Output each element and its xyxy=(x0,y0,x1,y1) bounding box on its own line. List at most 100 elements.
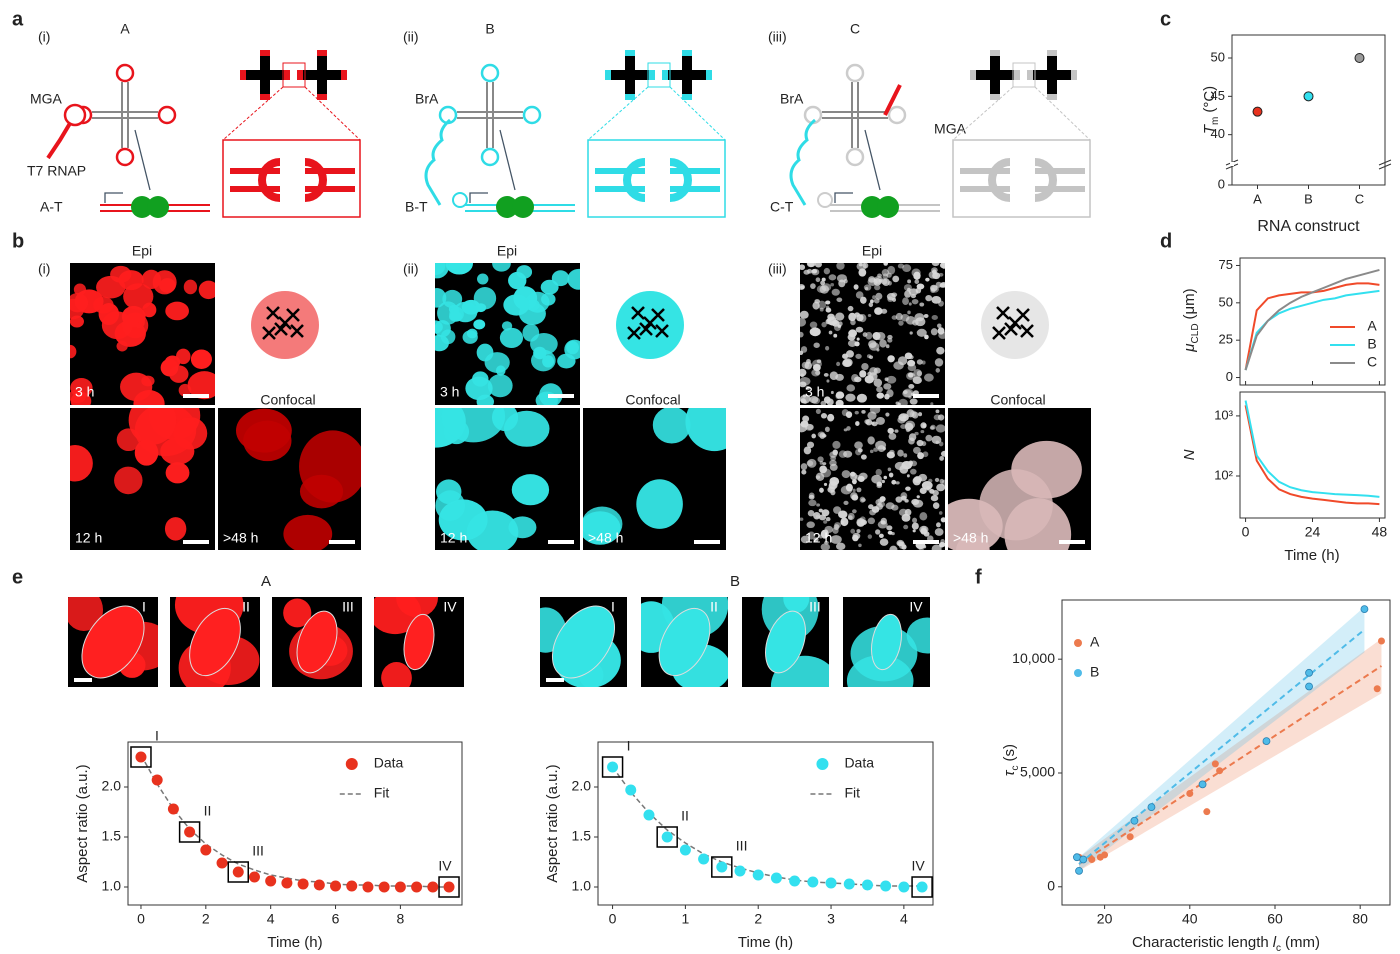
droplet xyxy=(867,313,872,317)
droplet xyxy=(832,440,841,449)
droplet xyxy=(857,475,865,482)
stem-band xyxy=(960,168,1010,174)
y-axis-title: Tm (°C) xyxy=(1201,86,1221,134)
legend-label: Data xyxy=(374,755,404,771)
droplet xyxy=(811,268,818,274)
point xyxy=(362,881,374,893)
stem-band xyxy=(1035,186,1085,192)
droplet xyxy=(912,376,922,385)
y-axis-title: N xyxy=(1181,449,1198,460)
polymerase xyxy=(861,196,883,218)
point xyxy=(661,831,673,843)
point-label: IV xyxy=(911,858,925,874)
cross-end xyxy=(625,50,635,56)
droplet xyxy=(807,510,815,517)
droplet xyxy=(819,307,824,312)
droplet xyxy=(541,292,556,306)
droplet xyxy=(815,370,821,376)
droplet xyxy=(887,467,892,472)
droplet xyxy=(930,284,938,292)
micrograph xyxy=(272,597,362,687)
series-line xyxy=(1244,289,1380,371)
droplet xyxy=(843,428,848,432)
y-tick-label: 1.0 xyxy=(572,878,592,894)
zoom-box xyxy=(1012,62,1036,88)
droplet xyxy=(436,479,462,505)
droplet xyxy=(822,534,828,539)
droplet xyxy=(917,452,925,460)
droplet xyxy=(956,534,990,550)
droplet xyxy=(823,482,828,487)
droplet xyxy=(912,517,918,523)
scale-bar xyxy=(694,540,720,544)
y-tick-label: 0 xyxy=(1226,369,1233,384)
time-label: >48 h xyxy=(953,530,988,546)
point xyxy=(313,879,325,891)
droplet xyxy=(860,296,867,304)
subpanel-label: (i) xyxy=(38,261,50,277)
outline-fit xyxy=(403,613,435,671)
droplet xyxy=(809,321,818,329)
image-label: IV xyxy=(443,599,457,615)
y-tick-label: 50 xyxy=(1211,49,1225,64)
droplet xyxy=(511,474,550,506)
droplet xyxy=(884,377,889,382)
droplet xyxy=(931,295,942,304)
droplet xyxy=(884,393,890,400)
droplet xyxy=(843,500,849,505)
droplet xyxy=(815,277,821,283)
droplet xyxy=(868,276,876,283)
droplet xyxy=(118,270,144,291)
droplet xyxy=(169,365,189,383)
legend-swatch xyxy=(1074,639,1082,647)
scale-bar xyxy=(548,394,574,398)
method-label: Epi xyxy=(862,243,882,259)
droplet xyxy=(875,499,882,506)
construct-label: C xyxy=(850,21,860,37)
polymerase xyxy=(877,196,899,218)
rna-cross xyxy=(996,306,1010,320)
droplet xyxy=(934,528,944,536)
element-label: MGA xyxy=(934,121,967,137)
method-label: Confocal xyxy=(990,392,1045,408)
aptamer-tail xyxy=(424,118,451,206)
panel-label: a xyxy=(12,8,24,30)
micrograph xyxy=(641,597,728,687)
droplet xyxy=(877,445,886,453)
scale-bar xyxy=(183,394,209,398)
legend-label: B xyxy=(1367,336,1376,352)
droplet xyxy=(875,529,881,535)
droplet xyxy=(816,285,827,293)
droplet xyxy=(435,334,449,352)
droplet xyxy=(874,307,883,315)
polymerase xyxy=(131,196,153,218)
x-axis-title: Time (h) xyxy=(1284,547,1339,564)
point xyxy=(1262,737,1271,746)
droplet xyxy=(878,533,884,538)
droplet xyxy=(800,394,811,404)
y-tick-label: 1.5 xyxy=(102,828,122,844)
droplet xyxy=(152,270,177,295)
droplet xyxy=(863,284,872,291)
legend-swatch xyxy=(345,758,358,770)
droplet xyxy=(70,444,93,482)
droplet xyxy=(931,544,942,550)
panel-label: d xyxy=(1160,230,1172,252)
droplet xyxy=(939,456,944,461)
droplet xyxy=(128,408,177,445)
zoom-lines xyxy=(222,86,361,141)
image-label: IV xyxy=(909,599,923,615)
droplet xyxy=(903,390,908,394)
droplet xyxy=(297,611,337,673)
droplet xyxy=(809,327,821,337)
droplet xyxy=(913,446,921,454)
droplet xyxy=(883,475,888,480)
point xyxy=(1079,855,1088,864)
droplet xyxy=(934,358,944,367)
scale-bar xyxy=(913,394,939,398)
droplet xyxy=(81,606,145,678)
stem-band xyxy=(230,186,280,192)
droplet xyxy=(911,299,919,305)
droplet xyxy=(141,375,155,387)
droplet xyxy=(70,293,89,313)
